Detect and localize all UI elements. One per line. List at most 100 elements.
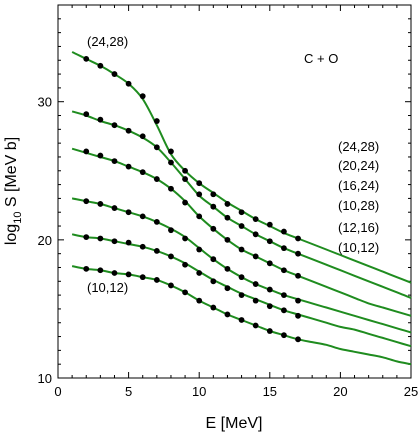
x-axis-label: E [MeV] [206,415,263,432]
data-point [125,163,132,170]
data-point [139,93,146,100]
legend-label-3: (16,24) [338,178,379,193]
data-point [210,203,217,210]
data-point [266,286,273,293]
data-point [97,152,104,159]
data-point [238,317,245,323]
y-tick-label: 10 [38,371,52,386]
data-point [196,246,203,253]
top-curve-label: (24,28) [87,34,128,49]
data-point [224,285,231,292]
data-point [182,167,188,174]
data-point [97,116,104,123]
data-point [252,322,259,329]
data-point [210,304,217,311]
data-point [83,111,90,118]
bottom-curve-label: (10,12) [87,280,128,295]
data-point [125,239,132,246]
x-tick-label: 10 [192,384,206,399]
data-point [111,71,118,77]
legend-label-4: (10,28) [338,198,379,213]
data-point [196,297,203,304]
data-point [224,265,231,272]
data-point [281,307,287,314]
data-point [252,216,259,223]
reaction-label: C + O [304,51,338,66]
data-point [97,62,104,69]
data-point [153,118,160,124]
data-point [295,272,301,279]
data-point [153,218,160,225]
x-tick-label: 15 [263,384,277,399]
data-point [295,297,301,304]
data-point [210,225,217,232]
x-tick-label: 0 [54,384,61,399]
data-point [153,144,160,151]
data-point [224,201,231,207]
data-point [153,277,160,283]
data-point [182,289,188,296]
data-point [295,250,301,257]
data-point [210,256,217,263]
data-point [281,267,287,274]
data-point [182,176,188,182]
data-point [111,158,118,165]
data-point [168,253,174,260]
data-point [139,133,146,140]
data-point [266,328,273,334]
data-point [83,265,90,272]
data-point [125,271,132,278]
y-tick-label: 20 [38,233,52,248]
data-point [153,248,160,254]
data-point [125,127,132,134]
data-point [139,213,146,220]
data-point [224,236,231,243]
data-point [97,267,104,274]
data-point [281,245,287,252]
data-point [281,292,287,299]
data-point [238,274,245,281]
data-point [252,231,259,238]
series-line-4 [71,197,412,334]
data-point [111,270,118,276]
data-point [281,332,287,339]
data-point [266,260,273,267]
x-tick-label: 20 [333,384,347,399]
plot-frame [57,4,412,379]
data-point [210,278,217,285]
y-tick-label: 30 [38,95,52,110]
data-point [196,270,203,276]
data-point [83,55,90,62]
data-point [139,274,146,281]
data-point [83,234,90,240]
data-point [111,122,118,129]
data-point [139,243,146,250]
legend-label-1: (24,28) [338,139,379,154]
data-point [252,253,259,260]
legend-label-5: (12,16) [338,220,379,235]
y-axis-label-subscript: 10 [12,212,24,224]
data-point [295,336,301,343]
data-point [252,281,259,287]
data-point [168,227,174,234]
y-axis-label: log10 S [MeV b] [3,137,24,245]
data-point [238,246,245,253]
legend-label-2: (20,24) [338,158,379,173]
data-point [97,235,104,242]
data-point [281,228,287,235]
data-point [252,297,259,304]
data-point [238,292,245,299]
x-tick-label: 25 [404,384,418,399]
data-point [97,201,104,207]
x-tick-label: 5 [125,384,132,399]
y-axis-label-log: log [3,224,20,245]
data-point [224,214,231,221]
data-point [196,191,203,198]
data-point [196,213,203,220]
data-point [168,185,174,192]
data-point [295,312,301,319]
y-axis-label-rest: S [MeV b] [3,137,20,212]
axis-ticks: 0 5 10 15 20 25 10 20 30 [38,5,418,399]
data-point [238,209,245,216]
